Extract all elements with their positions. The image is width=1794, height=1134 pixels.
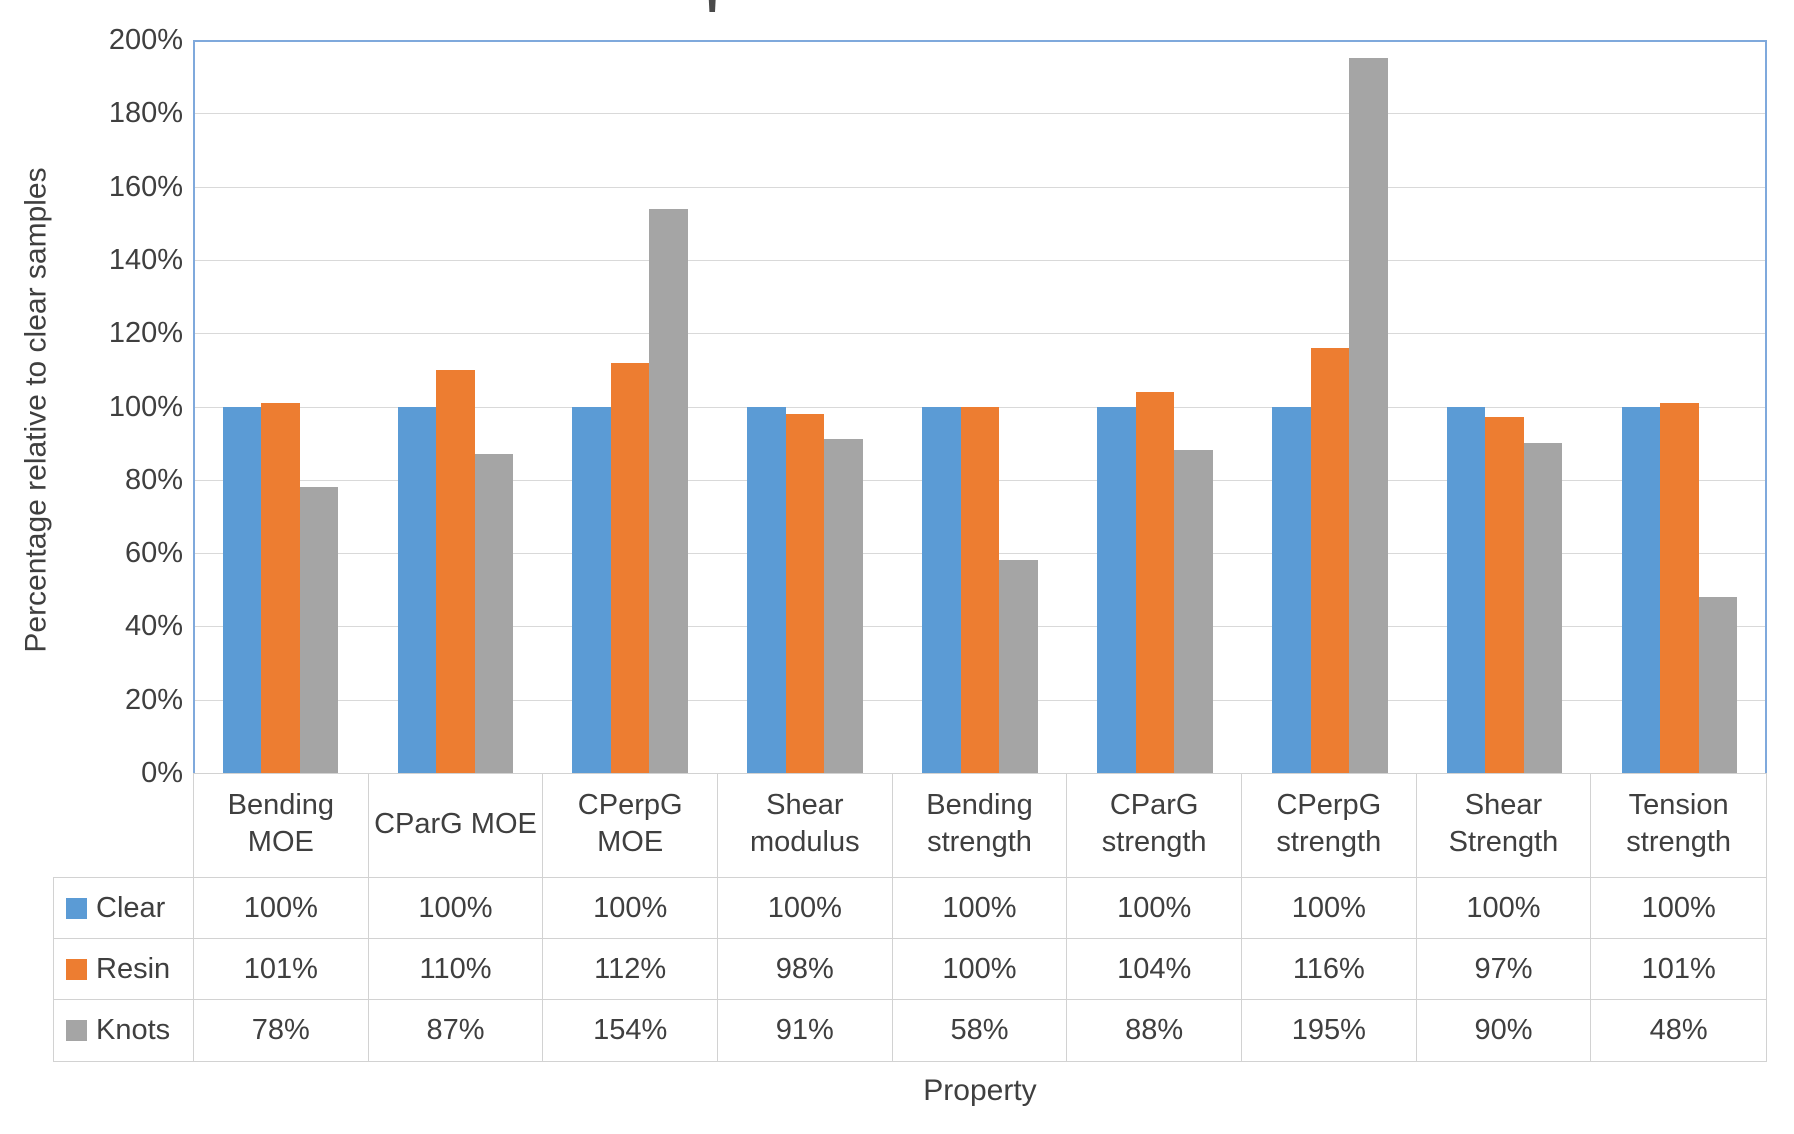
bar-clear [572,406,611,773]
category-label: Bending strength [893,774,1068,878]
series-name: Knots [96,1014,171,1046]
bar-clear [922,406,961,773]
bar-resin [1135,391,1175,773]
bar-knots [474,454,514,773]
legend-cell-resin: Resin [54,939,194,1000]
y-tick-label: 100% [108,390,183,423]
table-value-cell: 101% [194,939,369,1000]
gridline [195,259,1765,261]
category-label: Shear modulus [718,774,893,878]
bar-clear [222,406,262,773]
data-table: Clear 100% 100% 100% 100% 100% 100% 100% 100% 100… [53,877,1767,1062]
table-value-cell: 98% [718,939,893,1000]
bar-resin [960,406,1000,773]
bar-clear [1446,406,1486,773]
legend-cell-clear: Clear [54,878,194,939]
table-value-cell: 195% [1242,1000,1417,1061]
table-value-cell: 48% [1649,1014,1708,1046]
table-value-cell: 100% [1242,878,1417,939]
category-label: Shear Strength [1417,774,1592,878]
bar-knots [299,487,339,773]
legend-swatch-icon [66,958,87,980]
gridline [195,186,1765,188]
table-value-cell: 100% [892,939,1068,1000]
bar-resin [261,402,300,773]
bar-knots [999,560,1038,773]
y-tick-label: 200% [108,24,183,56]
table-value-cell: 110% [368,939,544,1000]
category-label: CParG MOE [369,774,544,878]
category-label: Tension strength [1626,789,1732,858]
gridline [195,113,1765,115]
y-tick-label: 160% [108,170,183,203]
y-tick-label: 80% [124,463,183,496]
table-value-cell: 116% [1242,939,1417,1000]
bar-knots [824,439,863,773]
bar-knots [1698,597,1738,773]
bar-clear [397,406,437,773]
y-tick-label: 60% [124,537,183,570]
table-value-cell: 100% [892,878,1068,939]
bar-resin [436,369,475,773]
chart-title-mark: ' [706,0,719,47]
category-axis-row: Bending MOE CParG MOE CPerpG MOE Shear modu… [193,773,1767,878]
bar-clear [1097,406,1136,773]
table-value-cell: 78% [194,1000,369,1061]
y-tick-label: 0% [141,757,183,789]
table-value-cell: 100% [543,878,718,939]
bar-knots [1174,450,1213,773]
y-tick-label: 20% [124,683,183,716]
category-label: CPerpG MOE [543,774,718,878]
series-name: Clear [96,891,166,924]
category-label: CParG strength [1067,774,1242,878]
bar-clear [1272,406,1311,773]
bar-resin [1310,347,1350,773]
table-value-cell: 112% [543,939,718,1000]
table-value-cell: 100% [368,878,544,939]
gridline [195,333,1765,335]
table-value-cell: 90% [1417,1000,1592,1061]
legend-swatch-icon [66,897,87,919]
table-value-cell: 100% [1591,878,1766,939]
y-tick-label: 180% [108,97,183,130]
table-value-cell: 91% [718,1000,893,1061]
table-value-cell: 101% [1591,939,1766,1000]
x-axis-title: Property [923,1074,1037,1107]
bar-clear [747,406,786,773]
table-value-cell: 58% [893,1000,1068,1061]
bar-resin [785,413,825,773]
bar-clear [1621,406,1661,773]
y-tick-label: 140% [108,243,183,276]
bar-knots [649,208,688,773]
table-value-cell: 154% [543,1000,718,1061]
y-tick-label: 40% [124,610,183,643]
series-name: Resin [96,952,171,985]
table-value-cell: 88% [1067,1000,1242,1061]
bar-resin [1660,402,1699,773]
legend-swatch-icon [66,1020,87,1041]
bar-knots [1523,443,1563,773]
y-tick-label: 120% [108,317,183,350]
table-value-cell: 100% [1067,878,1242,939]
bar-resin [1485,417,1524,773]
table-value-cell: 97% [1416,939,1592,1000]
legend-cell-knots: Knots [54,1000,194,1061]
table-value-cell: 87% [369,1000,544,1061]
bar-knots [1349,58,1388,773]
bar-resin [610,362,650,773]
table-value-cell: 104% [1067,939,1242,1000]
table-value-cell: 100% [1416,878,1592,939]
table-value-cell: 100% [194,878,369,939]
category-label: Bending MOE [194,774,369,878]
category-label: CPerpG strength [1242,774,1417,878]
table-value-cell: 100% [718,878,893,939]
